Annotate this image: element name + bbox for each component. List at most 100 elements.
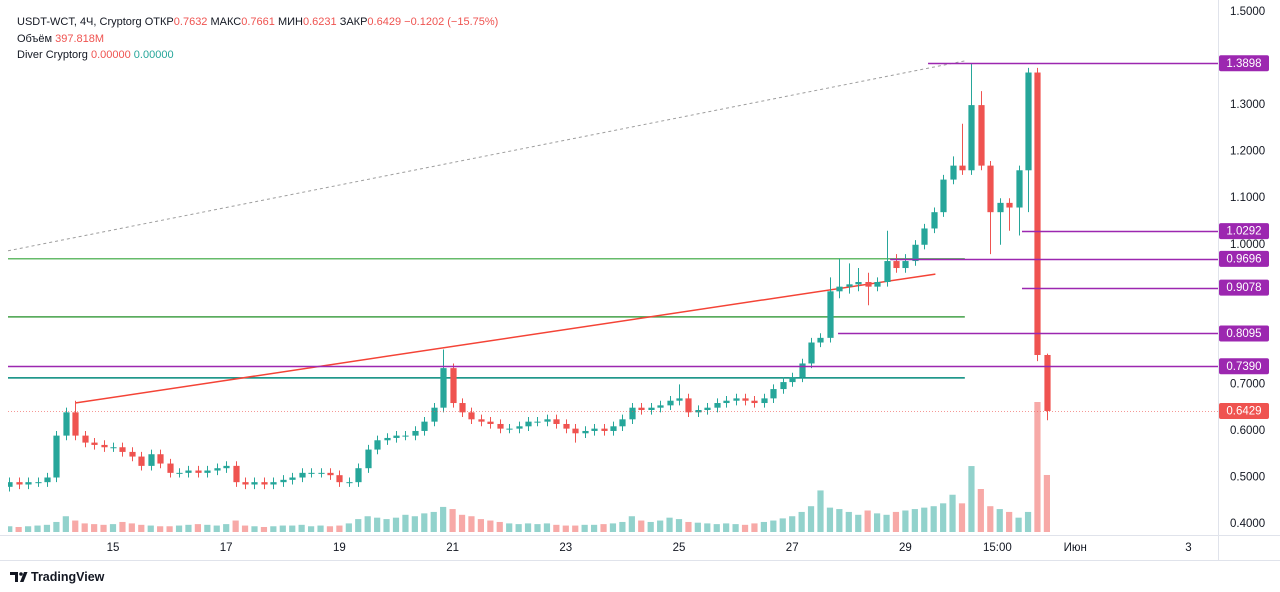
candle-body [770, 389, 777, 399]
header-line: USDT-WCT, 4Ч, Cryptorg ОТКР0.7632 МАКС0.… [17, 16, 498, 28]
candle-body [733, 398, 740, 401]
volume-bar [194, 524, 201, 532]
volume-bar [468, 516, 475, 532]
candle-body [308, 472, 315, 474]
x-tick-label: 19 [333, 542, 346, 554]
drawn-line [74, 273, 936, 404]
volume-bar [638, 520, 645, 532]
level-label: 0.9078 [1226, 282, 1261, 294]
volume-bar [977, 489, 984, 532]
candle-body [629, 407, 636, 420]
volume-bar [647, 521, 654, 532]
candle-body [959, 165, 966, 171]
candle-body [157, 454, 164, 464]
volume-bar [364, 516, 371, 532]
volume-bar [185, 524, 192, 532]
candle-body [91, 442, 98, 445]
candle-body [110, 447, 117, 449]
volume-bar [770, 520, 777, 532]
volume-bar [864, 510, 871, 532]
volume-bar [1034, 402, 1041, 532]
volume-bar [128, 523, 135, 532]
candle-body [8, 482, 13, 487]
volume-bar [723, 523, 730, 532]
candle-body [667, 400, 674, 406]
level-label-bg [1219, 250, 1269, 267]
candle-body [195, 470, 202, 473]
level-label: 0.9696 [1226, 253, 1261, 265]
volume-bar [930, 506, 937, 532]
candle-body [53, 435, 60, 478]
volume-bar [62, 516, 69, 532]
volume-bar [798, 511, 805, 532]
candle-body [346, 482, 353, 484]
volume-bar [157, 526, 164, 532]
indicator-value: 0.00000 [133, 49, 174, 61]
candle-body [610, 426, 617, 431]
candle-body [289, 477, 296, 480]
volume-bar [996, 509, 1003, 532]
candle-body [25, 482, 32, 485]
volume-bar [921, 507, 928, 532]
volume-bar [374, 517, 381, 532]
field-value: 0.6429 [367, 16, 402, 28]
volume-bar [628, 516, 635, 532]
candle-body [299, 472, 306, 478]
volume-bar [515, 524, 522, 532]
candle-body [789, 377, 796, 383]
volume-bar [317, 525, 324, 532]
level-label-bg [1219, 358, 1269, 375]
volume-bar [138, 524, 145, 532]
volume-bar [411, 516, 418, 532]
volume-bar [109, 524, 117, 532]
field-value: 0.7661 [241, 16, 275, 28]
volume-bar [817, 490, 824, 532]
candle-body [685, 398, 692, 413]
candle-body [1044, 354, 1051, 411]
candle-body [601, 428, 608, 431]
candle-body [251, 482, 258, 485]
candle-body [327, 472, 334, 476]
volume-bar [421, 513, 428, 532]
volume-bar [949, 494, 956, 532]
volume-bar [24, 526, 32, 532]
candle-body [817, 337, 824, 343]
candle-body [893, 261, 900, 269]
volume-bar [496, 521, 503, 532]
volume-bar [562, 525, 569, 532]
volume-bar [506, 523, 513, 532]
field-label: ОТКР [144, 16, 174, 28]
candle-body [167, 463, 174, 473]
volume-bar [940, 503, 947, 532]
volume-bar [1006, 511, 1013, 532]
candle-body [553, 419, 560, 424]
candle-body [846, 284, 853, 287]
y-tick-label: 1.2000 [1230, 146, 1265, 158]
y-tick-label: 0.5000 [1230, 472, 1265, 484]
field-value: 0.7632 [173, 16, 208, 28]
x-tick-label: 17 [220, 542, 233, 554]
volume-bar [741, 524, 749, 532]
candle-body [355, 468, 362, 483]
volume-bar [789, 516, 796, 532]
volume-bar [175, 525, 183, 532]
volume-bar [572, 525, 579, 532]
level-label-bg [1219, 325, 1269, 342]
volume-bar [581, 524, 588, 532]
candle-body [619, 419, 626, 427]
candle-body [563, 423, 570, 429]
candle-body [242, 482, 249, 485]
candle-body [138, 456, 145, 466]
volume-bar [855, 514, 862, 532]
volume-bar [204, 524, 211, 532]
candle-body [365, 449, 372, 469]
volume-bar [836, 509, 843, 532]
x-tick-label: 25 [673, 542, 686, 554]
candle-body [384, 437, 391, 441]
volume-bar [694, 522, 701, 532]
volume-bar [524, 523, 532, 532]
candle-body [978, 105, 985, 166]
candle-body [82, 435, 89, 443]
candle-body [780, 382, 787, 390]
plot-area [8, 60, 1051, 532]
